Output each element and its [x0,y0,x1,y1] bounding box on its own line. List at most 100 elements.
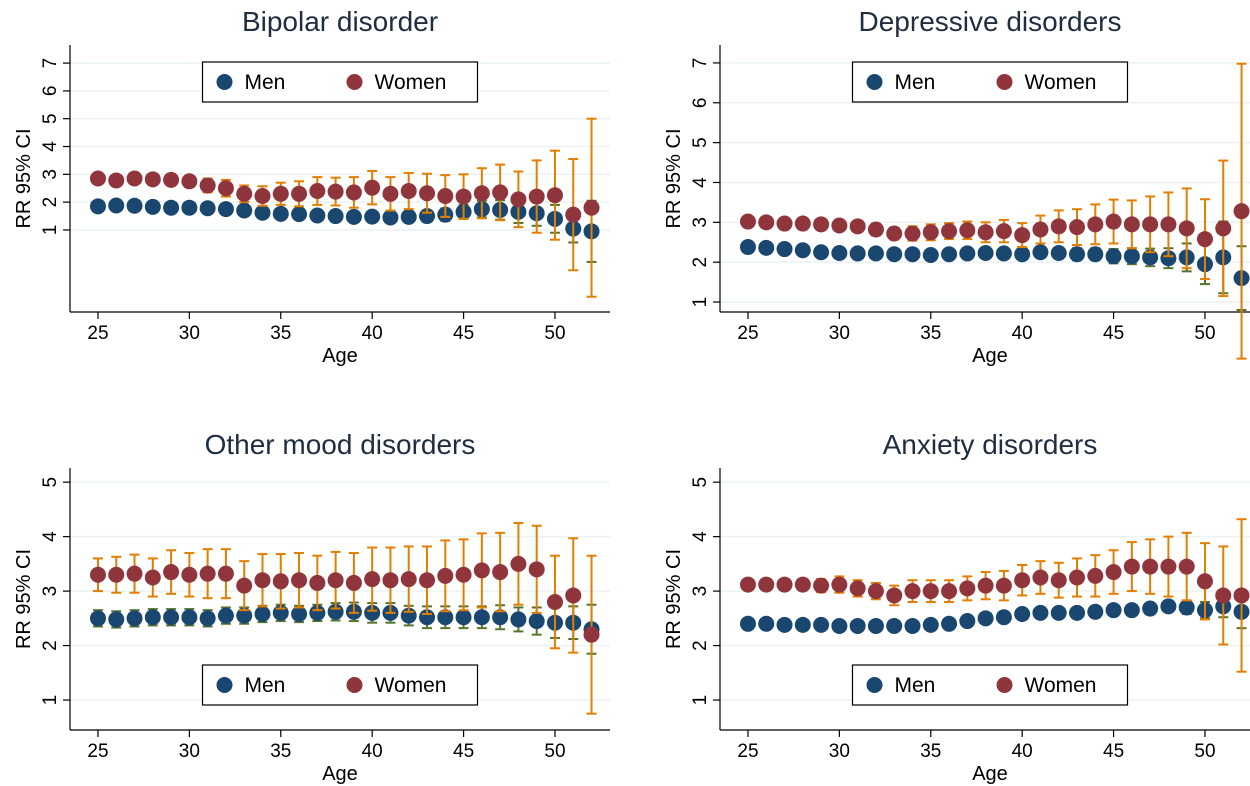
marker [419,572,436,589]
marker [941,583,958,600]
marker [236,607,253,624]
marker [959,245,976,262]
marker [904,246,921,263]
marker [327,183,344,200]
marker [813,244,830,261]
marker [510,611,527,628]
x-tick-label: 45 [1103,323,1124,344]
marker [382,572,399,589]
marker [1196,231,1213,248]
marker [995,609,1012,626]
marker [437,188,454,205]
marker [1032,221,1049,238]
marker [144,198,161,215]
marker [163,609,180,626]
marker [959,222,976,239]
y-axis-label: RR 95% CI [13,549,35,649]
marker [126,170,143,187]
marker [1142,558,1159,575]
x-tick-label: 35 [270,741,291,762]
y-tick-label: 3 [690,586,711,597]
marker [309,207,326,224]
marker [455,566,472,583]
marker [1123,248,1140,265]
marker [794,576,811,593]
marker [1233,587,1250,604]
marker [1105,213,1122,230]
y-tick-label: 4 [690,531,711,542]
marker [867,583,884,600]
marker [163,564,180,581]
marker [163,171,180,188]
marker [904,225,921,242]
x-axis-label: Age [322,763,358,785]
marker [977,610,994,627]
marker [959,580,976,597]
marker [1178,599,1195,616]
marker [1105,248,1122,265]
marker [794,242,811,259]
x-tick-label: 40 [362,323,383,344]
marker [309,183,326,200]
marker [565,587,582,604]
legend-marker [996,677,1013,693]
y-tick-label: 5 [690,137,711,148]
legend-label: Women [375,674,447,697]
marker [291,572,308,589]
legend-box [201,664,479,706]
marker [831,617,848,634]
legend-marker [216,677,233,693]
marker [1178,220,1195,237]
y-axis-label: RR 95% CI [13,128,35,228]
marker [126,197,143,214]
y-tick-label: 1 [40,695,61,706]
marker [776,241,793,258]
x-tick-label: 45 [453,741,474,762]
legend-label: Women [1025,674,1097,697]
marker [455,188,472,205]
x-tick-label: 25 [737,741,758,762]
marker [867,617,884,634]
marker [1087,567,1104,584]
marker [419,185,436,202]
marker [199,610,216,627]
marker [1160,216,1177,233]
legend-box [851,664,1129,706]
marker [291,605,308,622]
marker [492,184,509,201]
marker [345,184,362,201]
x-tick-label: 40 [1012,741,1033,762]
y-tick-label: 2 [690,640,711,651]
legend: Men Women [851,664,1129,706]
y-tick-label: 3 [690,217,711,228]
marker [977,224,994,241]
x-tick-label: 35 [920,323,941,344]
marker [1050,245,1067,262]
x-tick-label: 35 [920,741,941,762]
x-tick-label: 30 [179,323,200,344]
x-tick-label: 25 [737,323,758,344]
marker [546,187,563,204]
y-tick-label: 5 [40,113,61,124]
marker [794,215,811,232]
marker [739,213,756,230]
marker [849,617,866,634]
marker [528,188,545,205]
legend-label: Men [895,71,936,94]
marker [163,199,180,216]
marker [181,609,198,626]
marker [1160,598,1177,615]
marker [254,605,271,622]
marker [776,215,793,232]
marker [492,609,509,626]
x-tick-label: 45 [1103,741,1124,762]
y-tick-label: 5 [40,477,61,488]
marker [309,574,326,591]
marker [254,572,271,589]
marker [510,555,527,572]
y-tick-label: 4 [40,531,61,542]
legend-marker [866,677,883,693]
x-tick-label: 50 [544,323,565,344]
